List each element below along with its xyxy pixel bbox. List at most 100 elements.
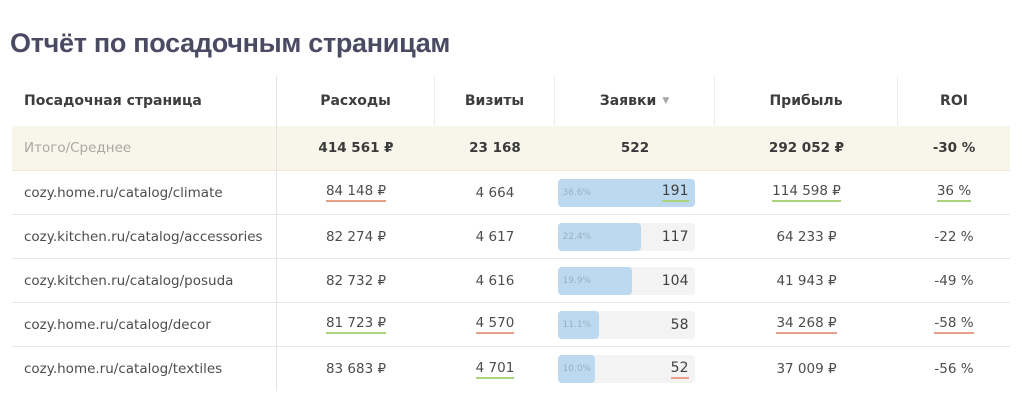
sort-desc-icon[interactable]: ▼	[662, 96, 670, 106]
page-title: Отчёт по посадочным страницам	[10, 28, 451, 58]
column-label: Прибыль	[769, 93, 843, 109]
profit-cell: 114 598 ₽	[715, 171, 898, 214]
visits-cell: 4 701	[435, 347, 555, 391]
total-expenses: 414 561 ₽	[318, 140, 394, 156]
visits-cell: 4 617	[435, 215, 555, 258]
leads-share-bar-fill	[557, 266, 632, 295]
leads-share-bar: 19.9% 104	[557, 266, 695, 295]
profit-value: 64 233 ₽	[776, 228, 837, 245]
leads-share-percent: 19.9%	[562, 275, 592, 286]
column-header-page[interactable]: Посадочная страница	[12, 76, 277, 126]
page-value: cozy.home.ru/catalog/decor	[24, 316, 211, 333]
leads-cell: 19.9% 104	[555, 259, 715, 302]
roi-cell: 36 %	[898, 171, 1010, 214]
total-roi: -30 %	[932, 140, 976, 156]
roi-value: 36 %	[936, 183, 972, 202]
leads-cell: 36.6% 191	[555, 171, 715, 214]
landing-page-url[interactable]: cozy.home.ru/catalog/decor	[12, 303, 277, 346]
leads-count: 58	[670, 316, 689, 333]
leads-share-bar-fill	[557, 222, 642, 251]
table-row[interactable]: cozy.home.ru/catalog/textiles 83 683 ₽ 4…	[12, 347, 1010, 391]
leads-cell: 11.1% 58	[555, 303, 715, 346]
visits-value: 4 664	[475, 184, 515, 201]
expenses-value: 84 148 ₽	[325, 183, 387, 202]
roi-value: -56 %	[934, 361, 974, 377]
expenses-cell: 83 683 ₽	[277, 347, 435, 391]
leads-share-percent: 11.1%	[562, 319, 592, 330]
column-header-leads[interactable]: Заявки ▼	[555, 76, 715, 126]
landing-page-url[interactable]: cozy.home.ru/catalog/climate	[12, 171, 277, 214]
page-value: cozy.kitchen.ru/catalog/posuda	[24, 272, 234, 289]
landing-page-url[interactable]: cozy.kitchen.ru/catalog/posuda	[12, 259, 277, 302]
expenses-cell: 82 732 ₽	[277, 259, 435, 302]
expenses-value: 82 274 ₽	[325, 228, 387, 245]
roi-cell: -58 %	[898, 303, 1010, 346]
column-header-profit[interactable]: Прибыль	[715, 76, 898, 126]
visits-value: 4 616	[475, 272, 515, 289]
page-value: cozy.kitchen.ru/catalog/accessories	[24, 228, 263, 245]
table-row[interactable]: cozy.kitchen.ru/catalog/posuda 82 732 ₽ …	[12, 259, 1010, 303]
leads-share-bar: 36.6% 191	[557, 178, 695, 207]
visits-cell: 4 664	[435, 171, 555, 214]
visits-cell: 4 616	[435, 259, 555, 302]
roi-value: -58 %	[934, 315, 974, 334]
visits-value: 4 617	[475, 228, 515, 245]
leads-share-bar-fill	[557, 355, 595, 383]
leads-count: 52	[670, 360, 689, 379]
leads-count: 191	[661, 183, 689, 202]
leads-cell: 22.4% 117	[555, 215, 715, 258]
total-profit: 292 052 ₽	[768, 140, 845, 156]
column-header-expenses[interactable]: Расходы	[277, 76, 435, 126]
expenses-cell: 82 274 ₽	[277, 215, 435, 258]
column-header-visits[interactable]: Визиты	[435, 76, 555, 126]
landing-pages-table: Посадочная страница Расходы Визиты Заявк…	[12, 76, 1010, 391]
leads-share-bar: 11.1% 58	[557, 310, 695, 339]
column-header-roi[interactable]: ROI	[898, 76, 1010, 126]
leads-share-bar: 22.4% 117	[557, 222, 695, 251]
leads-share-percent: 10.0%	[562, 364, 592, 374]
leads-share-bar-fill	[557, 310, 600, 339]
profit-cell: 34 268 ₽	[715, 303, 898, 346]
profit-cell: 37 009 ₽	[715, 347, 898, 391]
leads-count: 104	[661, 272, 689, 289]
leads-cell: 10.0% 52	[555, 347, 715, 391]
column-label: Расходы	[320, 93, 391, 109]
column-label: Посадочная страница	[24, 93, 202, 109]
total-leads: 522	[620, 140, 650, 156]
table-body: cozy.home.ru/catalog/climate 84 148 ₽ 4 …	[12, 171, 1010, 391]
table-row[interactable]: cozy.home.ru/catalog/decor 81 723 ₽ 4 57…	[12, 303, 1010, 347]
page-value: cozy.home.ru/catalog/climate	[24, 184, 223, 201]
profit-value: 34 268 ₽	[776, 315, 837, 334]
profit-value: 41 943 ₽	[776, 272, 837, 289]
leads-share-percent: 36.6%	[562, 187, 592, 198]
landing-page-url[interactable]: cozy.kitchen.ru/catalog/accessories	[12, 215, 277, 258]
column-label: Заявки	[599, 93, 657, 109]
expenses-cell: 84 148 ₽	[277, 171, 435, 214]
roi-value: -22 %	[934, 228, 974, 245]
expenses-value: 83 683 ₽	[325, 361, 387, 377]
total-label: Итого/Среднее	[12, 126, 277, 170]
table-header: Посадочная страница Расходы Визиты Заявк…	[12, 76, 1010, 126]
roi-cell: -22 %	[898, 215, 1010, 258]
expenses-value: 81 723 ₽	[325, 315, 387, 334]
total-visits: 23 168	[469, 140, 521, 156]
page-value: cozy.home.ru/catalog/textiles	[24, 361, 223, 377]
leads-count: 117	[661, 228, 689, 245]
roi-cell: -56 %	[898, 347, 1010, 391]
table-row[interactable]: cozy.kitchen.ru/catalog/accessories 82 2…	[12, 215, 1010, 259]
profit-value: 114 598 ₽	[772, 183, 841, 202]
profit-cell: 64 233 ₽	[715, 215, 898, 258]
roi-cell: -49 %	[898, 259, 1010, 302]
table-row[interactable]: cozy.home.ru/catalog/climate 84 148 ₽ 4 …	[12, 171, 1010, 215]
leads-share-bar: 10.0% 52	[557, 355, 695, 383]
leads-share-percent: 22.4%	[562, 231, 592, 242]
profit-value: 37 009 ₽	[776, 361, 837, 377]
expenses-value: 82 732 ₽	[325, 272, 387, 289]
profit-cell: 41 943 ₽	[715, 259, 898, 302]
total-row: Итого/Среднее 414 561 ₽ 23 168 522 292 0…	[12, 126, 1010, 171]
landing-page-url[interactable]: cozy.home.ru/catalog/textiles	[12, 347, 277, 391]
roi-value: -49 %	[934, 272, 974, 289]
visits-cell: 4 570	[435, 303, 555, 346]
column-label: ROI	[940, 93, 968, 109]
expenses-cell: 81 723 ₽	[277, 303, 435, 346]
